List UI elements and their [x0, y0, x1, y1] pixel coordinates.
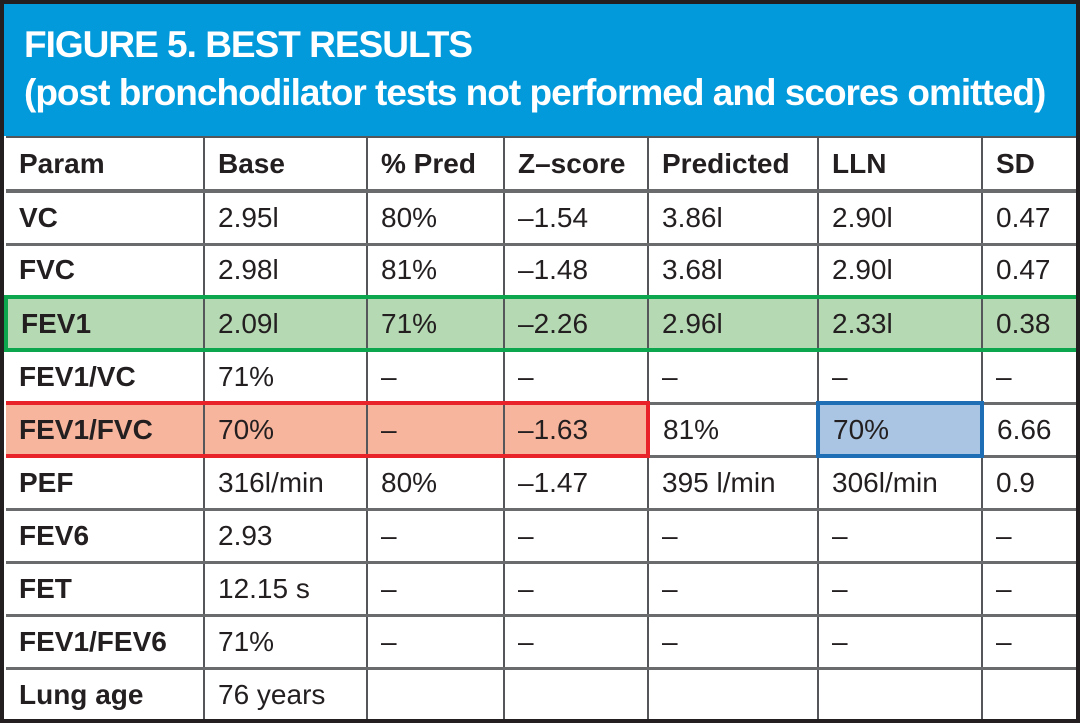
value-cell-pef-sd: 0.9	[981, 454, 1076, 511]
column-header-sd: SD	[981, 136, 1076, 193]
value-cell-fev6-z-score: –	[503, 507, 649, 564]
value-cell-fvc-lln: 2.90l	[817, 242, 983, 299]
param-cell-fev1-fev6: FEV1/FEV6	[6, 613, 205, 670]
figure-title-line1: FIGURE 5. BEST RESULTS	[24, 24, 473, 65]
value-cell-fev1-sd: 0.38	[981, 295, 1076, 352]
value-cell-fev6-predicted: –	[647, 507, 819, 564]
param-cell-pef: PEF	[6, 454, 205, 511]
param-cell-fev1: FEV1	[4, 295, 205, 352]
value-cell-fev1-z-score: –2.26	[503, 295, 649, 352]
table-row-pef: PEF 316l/min 80% –1.47 395 l/min 306l/min 0.9	[6, 454, 1076, 511]
value-cell-fev1-fvc-predicted: 81%	[647, 401, 819, 458]
param-cell-fev1-fvc: FEV1/FVC	[6, 401, 205, 458]
value-cell-lung-age-pred	[366, 666, 505, 719]
value-cell-vc-z-score: –1.54	[503, 189, 649, 246]
value-cell-fev1-base: 2.09l	[203, 295, 368, 352]
value-cell-fev6-pred: –	[366, 507, 505, 564]
table-row-vc: VC 2.95l 80% –1.54 3.86l 2.90l 0.47	[6, 189, 1076, 246]
value-cell-fev1-fvc-pred: –	[366, 401, 505, 458]
value-cell-fev6-lln: –	[817, 507, 983, 564]
value-cell-fvc-predicted: 3.68l	[647, 242, 819, 299]
value-cell-fev1-vc-lln: –	[817, 348, 983, 405]
param-cell-fev1-vc: FEV1/VC	[6, 348, 205, 405]
value-cell-fet-pred: –	[366, 560, 505, 617]
column-header-predicted: Predicted	[647, 136, 819, 193]
value-cell-vc-pred: 80%	[366, 189, 505, 246]
value-cell-pef-lln: 306l/min	[817, 454, 983, 511]
column-header-pred: % Pred	[366, 136, 505, 193]
value-cell-fev1-fvc-lln: 70%	[816, 401, 984, 458]
value-cell-fev1-fev6-predicted: –	[647, 613, 819, 670]
value-cell-fev1-pred: 71%	[366, 295, 505, 352]
param-cell-vc: VC	[6, 189, 205, 246]
value-cell-vc-base: 2.95l	[203, 189, 368, 246]
param-cell-fev6: FEV6	[6, 507, 205, 564]
value-cell-fet-predicted: –	[647, 560, 819, 617]
results-table: Param Base% Pred Z–score Predicted LLN SD VC 2…	[4, 136, 1076, 719]
value-cell-fvc-sd: 0.47	[981, 242, 1076, 299]
value-cell-fev1-fvc-base: 70%	[203, 401, 368, 458]
value-cell-vc-sd: 0.47	[981, 189, 1076, 246]
param-cell-fvc: FVC	[6, 242, 205, 299]
value-cell-fvc-base: 2.98l	[203, 242, 368, 299]
table-row-fev1-fvc: FEV1/FVC 70% – –1.63 81% 70% 6.66	[6, 401, 1076, 458]
table-row-fev1-fev6: FEV1/FEV6 71% – – – – –	[6, 613, 1076, 670]
value-cell-fet-lln: –	[817, 560, 983, 617]
value-cell-lung-age-lln	[817, 666, 983, 719]
value-cell-fev1-fev6-sd: –	[981, 613, 1076, 670]
figure-title-line2: (post bronchodilator tests not performed…	[24, 72, 1046, 114]
value-cell-fet-base: 12.15 s	[203, 560, 368, 617]
value-cell-fev6-base: 2.93	[203, 507, 368, 564]
header-row: Param Base% Pred Z–score Predicted LLN SD	[6, 136, 1076, 193]
table-row-fvc: FVC 2.98l 81% –1.48 3.68l 2.90l 0.47	[6, 242, 1076, 299]
value-cell-fev1-vc-sd: –	[981, 348, 1076, 405]
value-cell-fev6-sd: –	[981, 507, 1076, 564]
table-row-lung-age: Lung age 76 years	[6, 666, 1076, 719]
value-cell-lung-age-predicted	[647, 666, 819, 719]
value-cell-fev1-lln: 2.33l	[817, 295, 983, 352]
value-cell-lung-age-sd	[981, 666, 1076, 719]
value-cell-fvc-pred: 81%	[366, 242, 505, 299]
value-cell-pef-pred: 80%	[366, 454, 505, 511]
value-cell-fvc-z-score: –1.48	[503, 242, 649, 299]
value-cell-fev1-fev6-base: 71%	[203, 613, 368, 670]
value-cell-fev1-fev6-pred: –	[366, 613, 505, 670]
column-header-param: Param	[6, 136, 205, 193]
value-cell-pef-z-score: –1.47	[503, 454, 649, 511]
value-cell-fev1-fev6-lln: –	[817, 613, 983, 670]
value-cell-lung-age-z-score	[503, 666, 649, 719]
column-header-z-score: Z–score	[503, 136, 649, 193]
table-row-fet: FET 12.15 s – – – – –	[6, 560, 1076, 617]
table-row-fev6: FEV6 2.93– – – – –	[6, 507, 1076, 564]
value-cell-pef-base: 316l/min	[203, 454, 368, 511]
column-header-base: Base	[203, 136, 368, 193]
value-cell-fev1-vc-base: 71%	[203, 348, 368, 405]
value-cell-fet-sd: –	[981, 560, 1076, 617]
value-cell-fet-z-score: –	[503, 560, 649, 617]
table-row-fev1: FEV1 2.09l 71% –2.26 2.96l 2.33l 0.38	[4, 295, 1076, 352]
param-cell-lung-age: Lung age	[6, 666, 205, 719]
value-cell-vc-predicted: 3.86l	[647, 189, 819, 246]
table-row-fev1-vc: FEV1/VC 71% – – – – –	[6, 348, 1076, 405]
value-cell-fev1-fev6-z-score: –	[503, 613, 649, 670]
param-cell-fet: FET	[6, 560, 205, 617]
figure-header: FIGURE 5. BEST RESULTS (post bronchodila…	[4, 4, 1076, 136]
value-cell-fev1-vc-predicted: –	[647, 348, 819, 405]
value-cell-fev1-predicted: 2.96l	[647, 295, 819, 352]
value-cell-fev1-fvc-z-score: –1.63	[503, 401, 650, 458]
column-header-lln: LLN	[817, 136, 983, 193]
value-cell-vc-lln: 2.90l	[817, 189, 983, 246]
value-cell-fev1-vc-z-score: –	[503, 348, 649, 405]
value-cell-fev1-fvc-sd: 6.66	[981, 401, 1076, 458]
value-cell-lung-age-base: 76 years	[203, 666, 368, 719]
value-cell-fev1-vc-pred: –	[366, 348, 505, 405]
value-cell-pef-predicted: 395 l/min	[647, 454, 819, 511]
